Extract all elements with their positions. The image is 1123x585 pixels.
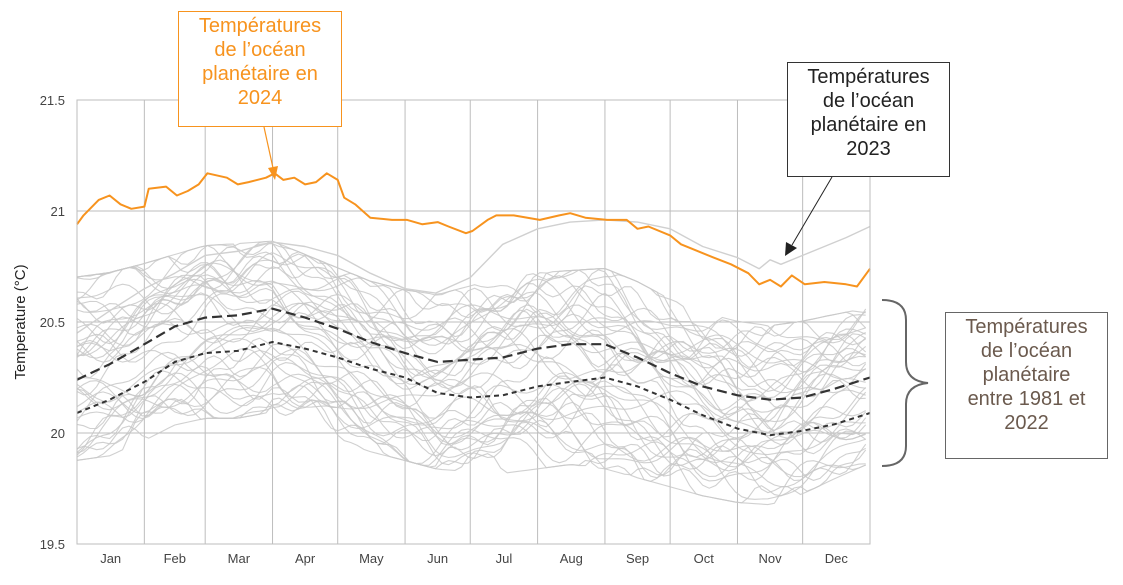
series-line-moyenne-1982-2011-tirets-courts- [76,341,871,437]
y-tick-label: 20.5 [40,315,65,330]
x-tick-label: May [359,551,384,566]
historical-year-line [76,279,867,446]
historical-year-line [76,362,866,458]
x-tick-label: Jul [496,551,513,566]
callout-historical: Températures de l’océan planétaire entre… [945,312,1108,459]
arrow-2023-shaft [791,176,833,246]
x-tick-label: Sep [626,551,649,566]
historical-year-line [76,243,867,357]
x-tick-label: Jun [427,551,448,566]
callout-historical-line: entre 1981 et [967,388,1086,410]
callout-2023-line: de l’océan [822,90,915,112]
series-line-2024 [76,172,871,288]
historical-year-line [76,251,867,360]
callout-2024-line: Températures [198,15,322,37]
historical-year-line [76,252,867,394]
annotation-arrows [263,126,929,467]
x-tick-label: Nov [758,551,782,566]
historical-year-line [76,357,866,472]
callout-historical-line: Températures [965,316,1088,338]
historical-year-line [76,355,867,489]
callout-2023-line: 2023 [846,138,891,160]
historical-year-line [76,265,867,416]
y-tick-label: 20 [51,426,65,441]
callout-2023-line: planétaire en [810,114,927,136]
historical-year-line [76,254,866,369]
brace-historical [881,299,929,467]
x-tick-label: Mar [228,551,251,566]
callout-2023: Températures de l’océan planétaire en 20… [787,62,950,177]
historical-year-line [76,262,867,380]
callout-2024-line: 2024 [237,87,283,109]
historical-year-line [76,275,866,423]
historical-year-line [76,282,866,387]
arrow-2024-head [268,166,278,180]
series-line-2023 [76,219,871,334]
callout-2024-line: planétaire en [202,63,318,85]
historical-year-line [76,357,866,457]
historical-year-line [76,320,867,455]
y-tick-label: 21 [51,204,65,219]
arrow-2024-shaft [263,126,274,169]
x-tick-label: Jan [100,551,121,566]
historical-year-line [76,253,867,391]
historical-year-line [76,274,866,402]
y-tick-label: 19.5 [40,537,65,552]
y-tick-label: 21.5 [40,93,65,108]
callout-2023-line: Températures [807,66,930,88]
historical-year-line [76,337,866,453]
callout-2024: Températures de l’océan planétaire en 20… [178,11,342,127]
y-axis-ticks: 21.5 21 20.5 20 19.5 [40,93,65,552]
x-tick-label: Apr [295,551,316,566]
callout-2024-line: de l’océan [214,39,306,61]
x-axis-ticks: Jan Feb Mar Apr May Jun Jul Aug Sep Oct Nov Dec [100,551,848,566]
y-axis-label: Temperature (°C) [12,264,29,379]
x-tick-label: Oct [694,551,715,566]
callout-historical-line: de l’océan [980,340,1073,362]
historical-year-line [76,343,866,468]
historical-year-line [76,381,866,482]
historical-year-line [76,302,866,391]
historical-year-line [77,327,867,456]
grid [76,99,871,545]
x-tick-label: Feb [164,551,186,566]
historical-year-line [76,365,866,481]
historical-lines [76,240,867,506]
x-tick-label: Dec [825,551,849,566]
callout-historical-line: planétaire [982,364,1071,386]
x-tick-label: Aug [560,551,583,566]
historical-year-line [76,384,867,496]
historical-year-line [76,290,866,423]
series-line-moyenne-1991-2020-tirets-longs- [76,307,871,401]
arrow-2023-head [785,242,797,256]
plot-frame [76,99,871,545]
series-layer [76,172,871,437]
callout-historical-line: 2022 [1004,412,1049,434]
historical-year-line [76,347,867,500]
historical-year-line [76,240,867,368]
